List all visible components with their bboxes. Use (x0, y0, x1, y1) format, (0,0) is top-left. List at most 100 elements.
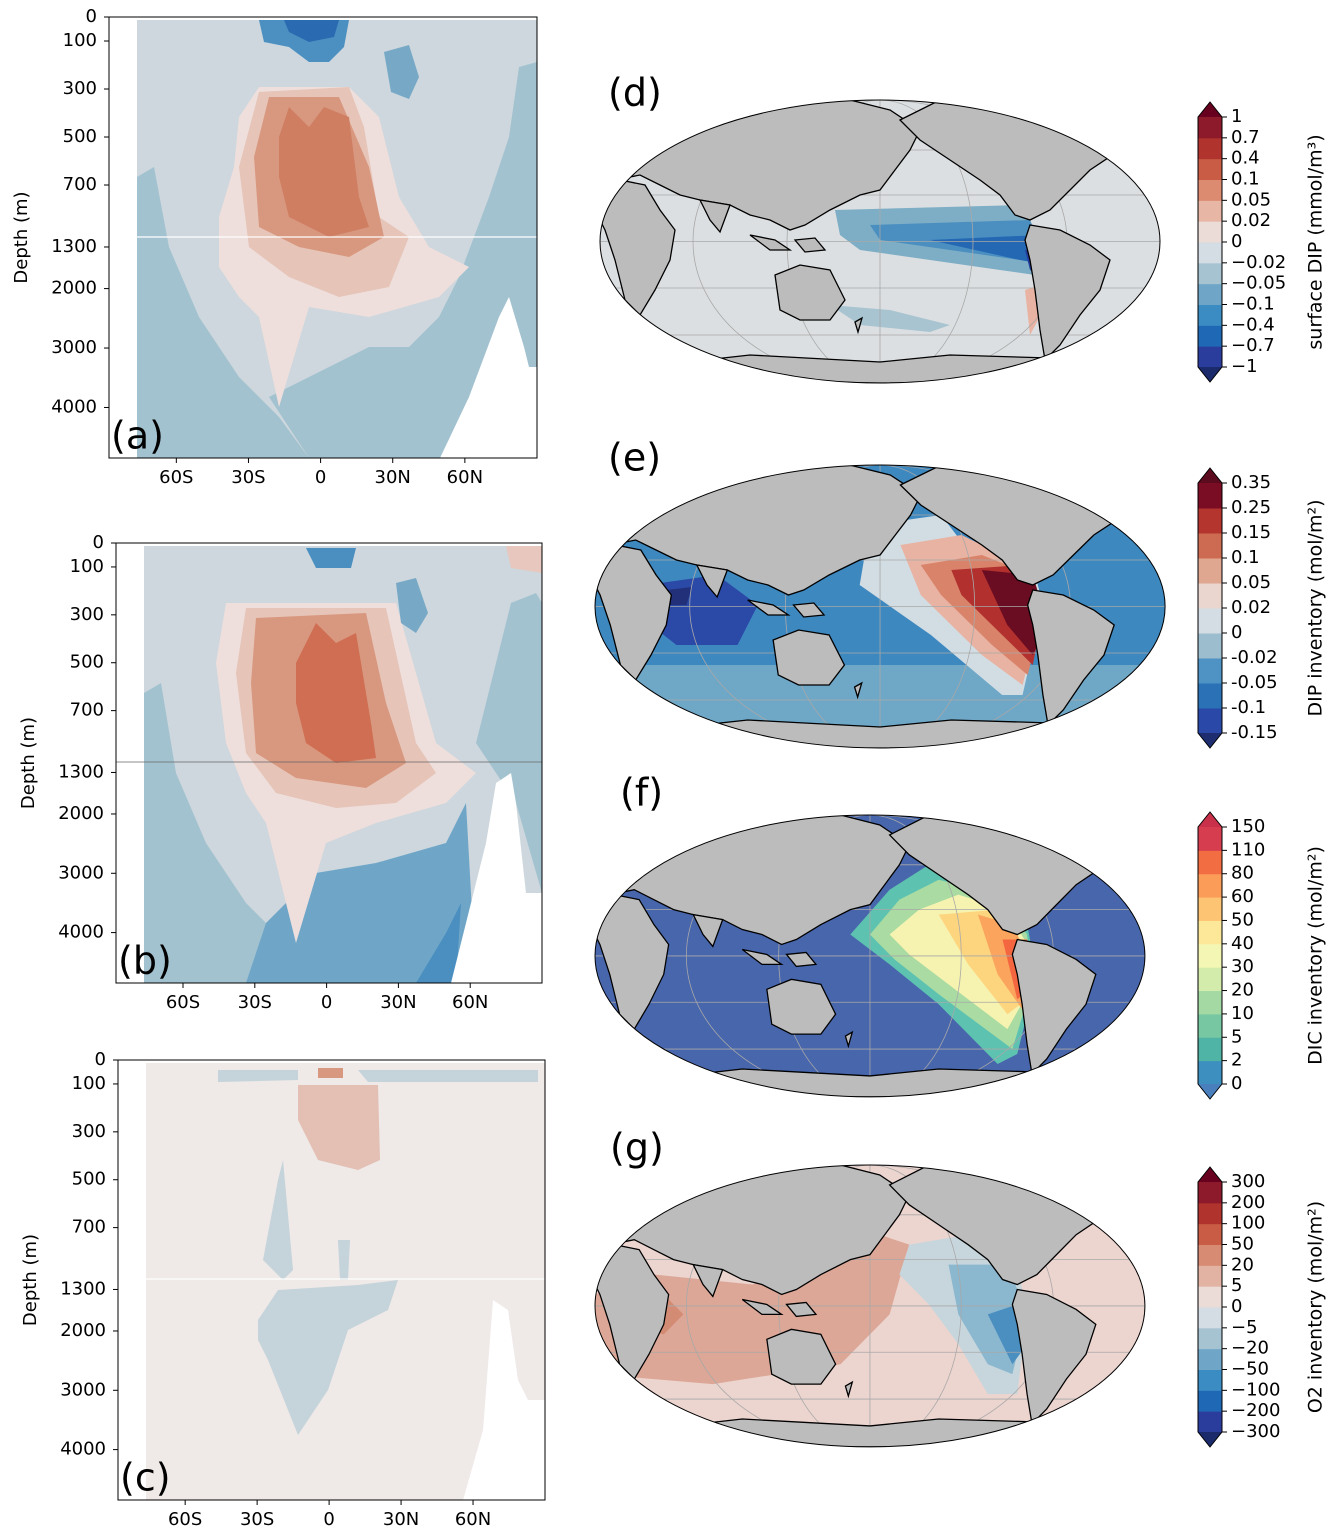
colorbar-label: O2 inventory (mol/m²) (1305, 1201, 1327, 1413)
colorbar-segment (1198, 508, 1222, 534)
colorbar-tick-label: 0.7 (1231, 127, 1260, 148)
colorbar-tick-label: 0.15 (1231, 522, 1271, 543)
colorbar-segment (1198, 1037, 1222, 1062)
y-tick-label: 700 (72, 1217, 106, 1238)
colorbar-tick-label: 200 (1231, 1192, 1265, 1213)
colorbar-tick-label: −20 (1231, 1338, 1269, 1359)
x-tick-label: 60S (168, 1509, 202, 1530)
colorbar-tick-label: −300 (1231, 1421, 1280, 1442)
colorbar-segment (1198, 533, 1222, 559)
colorbar-tick-label: 50 (1231, 1234, 1254, 1255)
colorbar-tick-label: −100 (1231, 1379, 1280, 1400)
colorbar-tick-label: 10 (1231, 1003, 1254, 1024)
colorbar-segment (1198, 850, 1222, 875)
colorbar-tick-label: 0 (1231, 1073, 1242, 1094)
colorbar-tick-label: 20 (1231, 980, 1254, 1001)
x-tick-label: 0 (323, 1509, 334, 1530)
colorbar-tick-label: 30 (1231, 956, 1254, 977)
colorbar-tick-label: 80 (1231, 863, 1254, 884)
colorbar-segment (1198, 1307, 1222, 1329)
panel-label: (g) (610, 1126, 664, 1170)
y-axis-label: Depth (m) (20, 1234, 41, 1326)
x-tick-label: 60S (166, 992, 200, 1013)
x-tick-label: 30S (231, 467, 265, 488)
colorbar-segment (1198, 608, 1222, 634)
colorbar-segment (1198, 242, 1222, 264)
colorbar-segment (1198, 346, 1222, 368)
colorbar-extend (1198, 102, 1222, 117)
colorbar-tick-label: 0.02 (1231, 597, 1271, 618)
x-tick-label: 60N (452, 992, 488, 1013)
colorbar-tick-label: 300 (1231, 1171, 1265, 1192)
colorbar-tick-label: −0.1 (1231, 294, 1275, 315)
y-tick-label: 4000 (60, 1439, 106, 1460)
y-tick-label: 100 (72, 1073, 106, 1094)
colorbar-segment (1198, 1327, 1222, 1350)
colorbar-tick-label: 60 (1231, 886, 1254, 907)
colorbar-tick-label: 20 (1231, 1254, 1254, 1275)
colorbar-segment (1198, 283, 1222, 305)
colorbar-segment (1198, 873, 1222, 898)
colorbar-tick-label: 0 (1231, 1296, 1242, 1317)
colorbar-tick-label: 0 (1231, 622, 1242, 643)
axes-frame (115, 542, 543, 984)
colorbar-segment (1198, 117, 1222, 139)
colorbar-segment (1198, 262, 1222, 285)
colorbar-segment (1198, 158, 1222, 180)
y-tick-label: 0 (93, 532, 104, 553)
colorbar-segment (1198, 1348, 1222, 1370)
y-tick-label: 700 (70, 700, 104, 721)
colorbar-segment (1198, 633, 1222, 659)
y-tick-label: 1300 (58, 761, 104, 782)
colorbar-segment (1198, 221, 1222, 243)
colorbar-segment (1198, 1265, 1222, 1287)
colorbar-segment (1198, 200, 1222, 222)
colorbar-tick-label: −200 (1231, 1400, 1280, 1421)
colorbar-extend (1198, 1084, 1222, 1099)
colorbar-extend (1198, 812, 1222, 827)
colorbar-label: surface DIP (mmol/m³) (1305, 134, 1327, 349)
colorbar-segment (1198, 1060, 1222, 1085)
colorbar-tick-label: -0.1 (1231, 697, 1266, 718)
colorbar-segment (1198, 943, 1222, 968)
colorbar-tick-label: −0.4 (1231, 314, 1275, 335)
panel-label: (a) (111, 414, 164, 458)
colorbar-extend (1198, 1432, 1222, 1447)
colorbar-tick-label: −0.02 (1231, 252, 1286, 273)
colorbar-tick-label: 0.4 (1231, 148, 1260, 169)
colorbar-segment (1198, 708, 1222, 734)
y-axis-label: Depth (m) (18, 717, 39, 809)
colorbar-tick-label: −5 (1231, 1317, 1258, 1338)
axes-frame (117, 1059, 546, 1501)
colorbar-tick-label: 0.25 (1231, 497, 1271, 518)
y-tick-label: 0 (86, 6, 97, 27)
y-tick-label: 500 (70, 652, 104, 673)
x-tick-label: 60S (159, 467, 193, 488)
colorbar-segment (1198, 483, 1222, 509)
colorbar-tick-label: 5 (1231, 1275, 1242, 1296)
y-tick-label: 3000 (60, 1379, 106, 1400)
colorbar-segment (1198, 1223, 1222, 1245)
colorbar-segment (1198, 683, 1222, 709)
x-tick-label: 30S (238, 992, 272, 1013)
y-tick-label: 500 (63, 126, 97, 147)
colorbar-tick-label: 110 (1231, 839, 1265, 860)
colorbar-tick-label: 100 (1231, 1213, 1265, 1234)
colorbar-segment (1198, 827, 1222, 851)
colorbar-tick-label: -0.15 (1231, 722, 1278, 743)
y-tick-label: 4000 (58, 922, 104, 943)
colorbar-segment (1198, 967, 1222, 992)
colorbar-tick-label: 0.05 (1231, 572, 1271, 593)
map (594, 464, 1166, 749)
colorbar-extend (1198, 468, 1222, 483)
x-tick-label: 60N (447, 467, 483, 488)
colorbar-segment (1198, 558, 1222, 584)
colorbar-tick-label: −1 (1231, 356, 1258, 377)
colorbar-tick-label: 0.1 (1231, 169, 1260, 190)
y-tick-label: 4000 (51, 396, 97, 417)
colorbar-tick-label: 2 (1231, 1050, 1242, 1071)
colorbar-segment (1198, 1244, 1222, 1266)
colorbar-segment (1198, 1286, 1222, 1308)
colorbar-segment (1198, 1202, 1222, 1225)
